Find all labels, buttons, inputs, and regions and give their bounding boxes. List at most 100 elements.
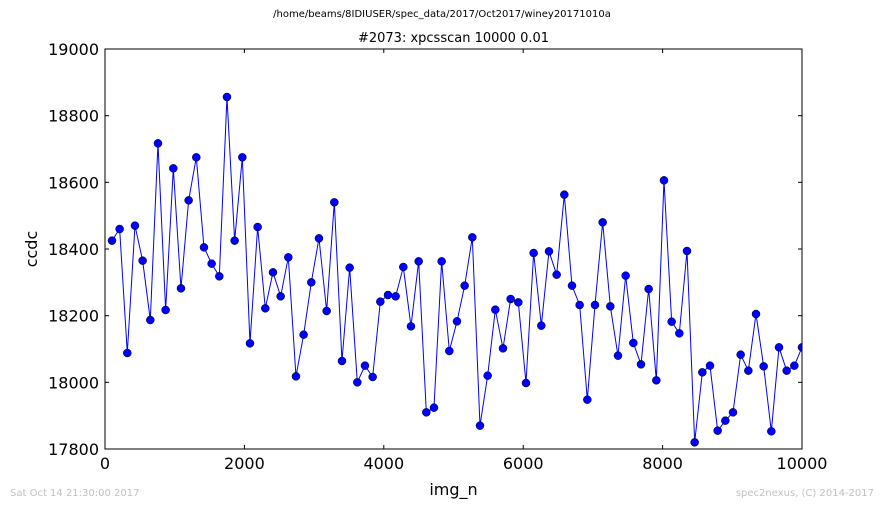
data-point (736, 350, 745, 359)
data-point (161, 305, 170, 315)
data-point (176, 284, 186, 293)
x-tick-label: 0 (100, 454, 110, 473)
data-point (437, 257, 446, 266)
footer-timestamp: Sat Oct 14 21:30:00 2017 (10, 488, 140, 499)
data-point (629, 338, 638, 348)
data-point (368, 372, 377, 382)
data-point (483, 371, 492, 380)
data-point (184, 196, 193, 205)
data-point (299, 330, 308, 339)
data-point (445, 346, 454, 356)
data-point (276, 292, 285, 301)
data-point (153, 139, 163, 148)
plot-frame (104, 48, 803, 450)
data-point (414, 257, 423, 266)
data-point (468, 233, 477, 242)
data-point (284, 253, 293, 262)
data-point (245, 339, 255, 348)
y-tick-label: 17800 (48, 440, 99, 459)
figure-suptitle: /home/beams/8IDIUSER/spec_data/2017/Oct2… (273, 9, 611, 20)
data-point (652, 376, 661, 385)
data-point (606, 302, 615, 311)
data-point (644, 284, 653, 294)
data-point (383, 290, 393, 300)
data-point (353, 378, 362, 387)
data-point (322, 306, 331, 316)
data-point (498, 344, 508, 353)
data-point (767, 427, 776, 436)
x-axis-label: img_n (429, 480, 477, 500)
data-point (598, 218, 607, 227)
data-point (422, 408, 431, 417)
data-point (544, 247, 554, 256)
x-tick-label: 4000 (363, 454, 404, 473)
y-axis-label: ccdc (22, 231, 41, 268)
data-point (659, 176, 669, 185)
data-point (207, 259, 216, 268)
data-point (115, 224, 124, 234)
y-tick-label: 18000 (48, 373, 99, 392)
data-point (345, 263, 354, 272)
data-point (583, 395, 592, 404)
data-point (230, 236, 239, 245)
data-point (291, 372, 301, 381)
y-tick-label: 18200 (48, 307, 99, 326)
data-point (506, 294, 515, 304)
data-point (759, 362, 768, 371)
data-point (238, 153, 247, 162)
data-point (705, 361, 715, 370)
data-point (721, 416, 730, 425)
data-point (797, 343, 802, 352)
data-point (774, 343, 784, 352)
data-point (782, 366, 791, 375)
data-point (406, 322, 416, 331)
data-point (667, 317, 676, 326)
data-point (199, 243, 209, 252)
plot-layer (107, 92, 802, 447)
y-tick-label: 18600 (48, 173, 99, 192)
data-point (521, 378, 531, 388)
data-point (514, 298, 523, 307)
data-point (751, 309, 761, 319)
x-tick-label: 6000 (503, 454, 544, 473)
data-point (215, 272, 224, 281)
data-point (560, 190, 569, 199)
series-group (107, 92, 802, 447)
data-point (590, 300, 600, 310)
data-point (429, 403, 439, 412)
data-point (460, 281, 469, 290)
data-point (222, 92, 232, 102)
data-point (713, 426, 722, 435)
data-point (698, 368, 707, 377)
series-line (111, 96, 802, 443)
data-point (675, 329, 684, 338)
data-point (138, 256, 147, 265)
data-point (169, 164, 178, 173)
x-tick-label: 10000 (777, 454, 828, 473)
data-point (268, 268, 278, 277)
footer-credit: spec2nexus, (C) 2014-2017 (735, 488, 874, 499)
data-point (253, 222, 262, 232)
chart-title: #2073: xpcsscan 10000 0.01 (357, 31, 550, 46)
data-point (146, 315, 155, 325)
data-point (107, 236, 117, 245)
data-point (621, 271, 630, 280)
data-point (682, 246, 692, 256)
data-point (552, 270, 561, 279)
y-tick-label: 18400 (48, 240, 99, 259)
data-point (130, 221, 140, 230)
data-point (399, 262, 408, 272)
data-point (123, 348, 132, 358)
data-point (790, 361, 799, 370)
x-tick-label: 2000 (224, 454, 265, 473)
data-point (452, 317, 462, 326)
data-point (360, 361, 370, 370)
data-point (537, 321, 546, 330)
data-point (391, 292, 400, 301)
data-point (728, 408, 738, 417)
y-tick-label: 18800 (48, 107, 99, 126)
data-point (330, 198, 339, 207)
data-point (376, 297, 385, 306)
data-point (690, 438, 699, 447)
